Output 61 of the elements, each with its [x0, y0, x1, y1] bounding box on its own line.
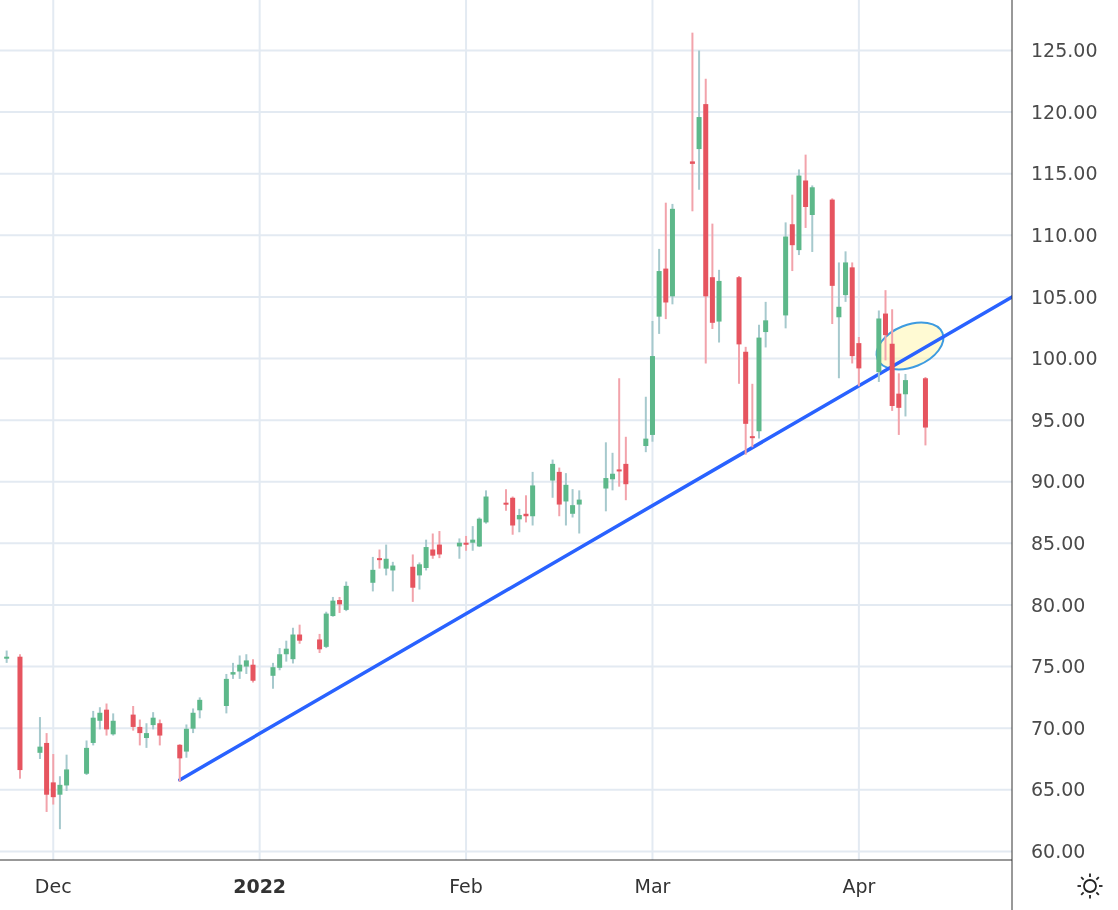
candlestick: [137, 718, 143, 747]
candlestick: [416, 561, 422, 591]
candlestick: [749, 382, 755, 449]
y-tick-label: 105.00: [1031, 285, 1098, 308]
candlestick: [689, 31, 695, 213]
candlestick: [410, 553, 416, 603]
y-tick-label: 90.00: [1031, 470, 1086, 493]
candlestick: [270, 661, 276, 690]
candlestick: [277, 647, 283, 672]
y-tick-label: 115.00: [1031, 162, 1098, 185]
candlestick: [297, 623, 303, 645]
candlestick: [37, 716, 43, 760]
candlestick: [250, 658, 256, 684]
y-tick-label: 75.00: [1031, 655, 1086, 678]
candlestick: [550, 458, 556, 499]
y-tick-label: 125.00: [1031, 39, 1098, 62]
candlestick: [470, 525, 476, 552]
candlestick: [57, 775, 63, 831]
x-tick-label: Feb: [449, 874, 483, 897]
candlestick: [430, 532, 436, 560]
candlestick: [110, 712, 116, 737]
candlestick: [64, 753, 70, 792]
y-tick-label: 110.00: [1031, 223, 1098, 246]
candlestick: [516, 507, 522, 534]
candlestick: [50, 753, 56, 806]
candlestick: [883, 289, 888, 362]
candlestick: [130, 704, 136, 732]
y-tick-label: 80.00: [1031, 593, 1086, 616]
y-tick-label: 120.00: [1031, 100, 1098, 123]
candlestick: [157, 718, 163, 747]
candlestick: [377, 548, 382, 570]
y-tick-label: 70.00: [1031, 716, 1086, 739]
candlestick: [563, 472, 569, 527]
candlestick: [197, 696, 203, 720]
candlestick: [243, 653, 249, 675]
candlestick: [423, 538, 429, 572]
x-tick-label: Mar: [634, 874, 671, 897]
candlestick: [436, 530, 442, 560]
x-tick-label: 2022: [233, 874, 287, 897]
y-tick-label: 95.00: [1031, 408, 1086, 431]
candlestick: [104, 702, 110, 737]
candlestick: [317, 632, 323, 655]
y-tick-label: 60.00: [1031, 840, 1086, 863]
x-tick-label: Apr: [842, 874, 876, 897]
candlestick: [789, 193, 795, 273]
candlestick: [190, 707, 196, 735]
y-tick-label: 65.00: [1031, 778, 1086, 801]
candlestick: [576, 489, 582, 535]
y-tick-label: 85.00: [1031, 532, 1086, 554]
x-tick-label: Dec: [34, 874, 72, 897]
candlestick: [763, 300, 769, 349]
candlestick: [643, 395, 649, 454]
candlestick: [370, 555, 376, 593]
candlestick: [570, 488, 576, 519]
candlestick: [603, 441, 609, 513]
candlestick: [143, 722, 149, 749]
candlestick: [836, 261, 842, 380]
candlestick: [177, 743, 183, 783]
candlestick: [902, 372, 908, 418]
candlestick: [183, 723, 189, 759]
y-tick-label: 100.00: [1031, 347, 1098, 370]
